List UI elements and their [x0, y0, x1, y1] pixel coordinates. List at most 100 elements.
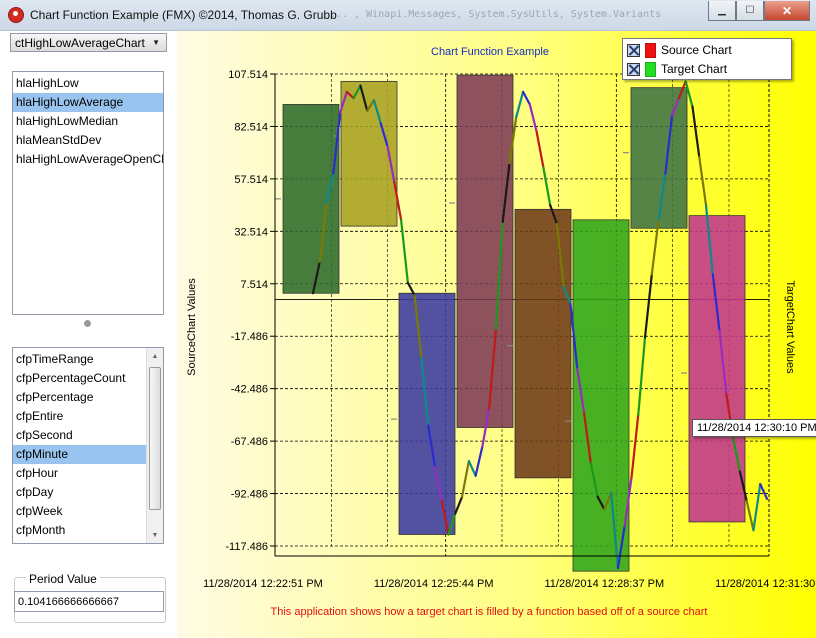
source-line-segment	[711, 273, 721, 333]
period_list-item[interactable]: cfpPercentageCount	[16, 371, 126, 385]
scroll-thumb[interactable]	[149, 367, 161, 510]
source-line-segment	[616, 525, 626, 570]
period-value-input[interactable]	[14, 591, 164, 612]
source-line-segment	[460, 459, 470, 498]
period_list-item[interactable]: cfpEntire	[16, 409, 64, 423]
source-line-segment	[630, 413, 640, 479]
target-bar	[630, 87, 688, 229]
source-line-segment	[399, 218, 409, 284]
source-line-segment	[745, 499, 755, 532]
period_list-item[interactable]: cfpTimeRange	[16, 352, 94, 366]
close-icon: ✕	[781, 3, 793, 18]
source-line-segment	[691, 105, 701, 158]
y-tick-label: 57.514	[234, 174, 268, 186]
period_list-item[interactable]: cfpMonth	[16, 523, 66, 537]
app-icon	[8, 7, 24, 23]
y-tick-label: 82.514	[234, 121, 268, 133]
source-line-segment	[393, 180, 403, 221]
x-tick-label: 11/28/2014 12:31:30 PM	[715, 578, 816, 590]
source-line-segment	[413, 294, 423, 360]
source-line-segment	[610, 491, 620, 570]
source-line-segment	[542, 166, 552, 207]
period_list-item[interactable]: cfpDay	[16, 485, 54, 499]
source-line-segment	[454, 495, 464, 515]
title-ghost-text: ... , Winapi.Messages, System.SysUtils, …	[330, 9, 662, 20]
close-button[interactable]: ✕	[764, 1, 810, 21]
window-title: Chart Function Example (FMX) ©2014, Thom…	[30, 8, 337, 22]
minimize-icon: ▁	[718, 5, 726, 16]
y-tick-label: -42.486	[231, 384, 268, 396]
source-line-segment	[372, 99, 382, 125]
period_list-item[interactable]: cfpPercentage	[16, 390, 94, 404]
period_list-item[interactable]: cfpMinute	[13, 445, 163, 464]
legend-item[interactable]: Source Chart	[627, 42, 732, 58]
source-line-segment	[576, 367, 586, 414]
source-line-segment	[332, 111, 342, 175]
checkbox-icon[interactable]	[627, 43, 640, 57]
source-line-segment	[318, 201, 328, 263]
legend-label: Target Chart	[661, 62, 728, 76]
chart-type-select[interactable]: ctHighLowAverageChart ▼	[10, 33, 167, 52]
function_list-item[interactable]: hlaHighLowAverageOpenClose	[16, 152, 163, 166]
function_list-item[interactable]: hlaHighLow	[16, 76, 79, 90]
x-tick-label: 11/28/2014 12:25:44 PM	[374, 578, 494, 590]
target-bar	[340, 80, 398, 227]
source-line-segment	[704, 204, 714, 276]
period-list-scrollbar[interactable]: ▲ ▼	[146, 348, 163, 543]
legend-item[interactable]: Target Chart	[627, 61, 727, 77]
y-axis-label: SourceChart Values	[186, 278, 198, 376]
source-line-segment	[406, 281, 416, 297]
minimize-button[interactable]: ▁	[708, 1, 736, 21]
cursor-tooltip: 11/28/2014 12:30:10 PM	[692, 419, 816, 437]
source-line-segment	[549, 204, 559, 226]
function-list[interactable]: hlaHighLow hlaHighLowAverage hlaHighLowMed…	[12, 71, 164, 315]
source-line-segment	[474, 445, 484, 477]
source-line-segment	[440, 499, 450, 536]
y-tick-label: 32.514	[234, 226, 268, 238]
chart-area: Chart Function Example SourceChart Value…	[177, 31, 816, 638]
y-tick-label: -117.486	[225, 541, 268, 553]
scroll-up-icon[interactable]: ▲	[151, 352, 159, 360]
target-bar	[514, 208, 572, 479]
y-tick-label: -92.486	[231, 489, 268, 501]
function_list-item[interactable]: hlaHighLowMedian	[16, 114, 119, 128]
period_list-item[interactable]: cfpHour	[16, 466, 59, 480]
period-list[interactable]: cfpTimeRange cfpPercentageCount cfpPercent…	[12, 347, 164, 544]
source-line-segment	[698, 155, 708, 207]
legend-swatch	[645, 42, 656, 58]
target-bar	[688, 215, 746, 523]
source-line-segment	[515, 90, 525, 119]
source-line-segment	[657, 172, 667, 221]
scroll-down-icon[interactable]: ▼	[151, 531, 159, 539]
source-line-segment	[589, 462, 599, 498]
period_list-item[interactable]: cfpSecond	[16, 428, 73, 442]
source-line-segment	[582, 411, 592, 465]
source-line-segment	[637, 336, 647, 417]
source-line-segment	[677, 80, 687, 100]
title-bar: Chart Function Example (FMX) ©2014, Thom…	[0, 0, 816, 31]
source-line-segment	[379, 122, 389, 148]
source-line-segment	[535, 130, 545, 169]
function_list-item[interactable]: hlaMeanStdDev	[16, 133, 102, 147]
splitter-handle[interactable]	[84, 320, 91, 327]
source-line-segment	[603, 491, 613, 511]
source-line-segment	[501, 162, 511, 224]
source-line-segment	[759, 483, 769, 500]
maximize-button[interactable]: ☐	[736, 1, 764, 21]
source-line-segment	[339, 90, 348, 114]
chart-title: Chart Function Example	[431, 46, 549, 58]
period-value-label: Period Value	[26, 572, 100, 586]
source-line-segment	[569, 302, 579, 370]
chart-legend: Source Chart Target Chart	[622, 38, 792, 80]
period_list-item[interactable]: cfpWeek	[16, 504, 63, 518]
x-tick-label: 11/28/2014 12:22:51 PM	[203, 578, 323, 590]
y2-axis-label: TargetChart Values	[784, 280, 796, 374]
source-line-segment	[352, 84, 362, 100]
chart-canvas: Chart Function Example SourceChart Value…	[177, 31, 816, 638]
source-line-segment	[420, 357, 430, 427]
y-tick-label: -67.486	[231, 436, 268, 448]
source-line-segment	[447, 512, 457, 536]
function_list-item[interactable]: hlaHighLowAverage	[13, 93, 163, 112]
checkbox-icon[interactable]	[627, 62, 640, 76]
chart-footer: This application shows how a target char…	[271, 606, 708, 618]
